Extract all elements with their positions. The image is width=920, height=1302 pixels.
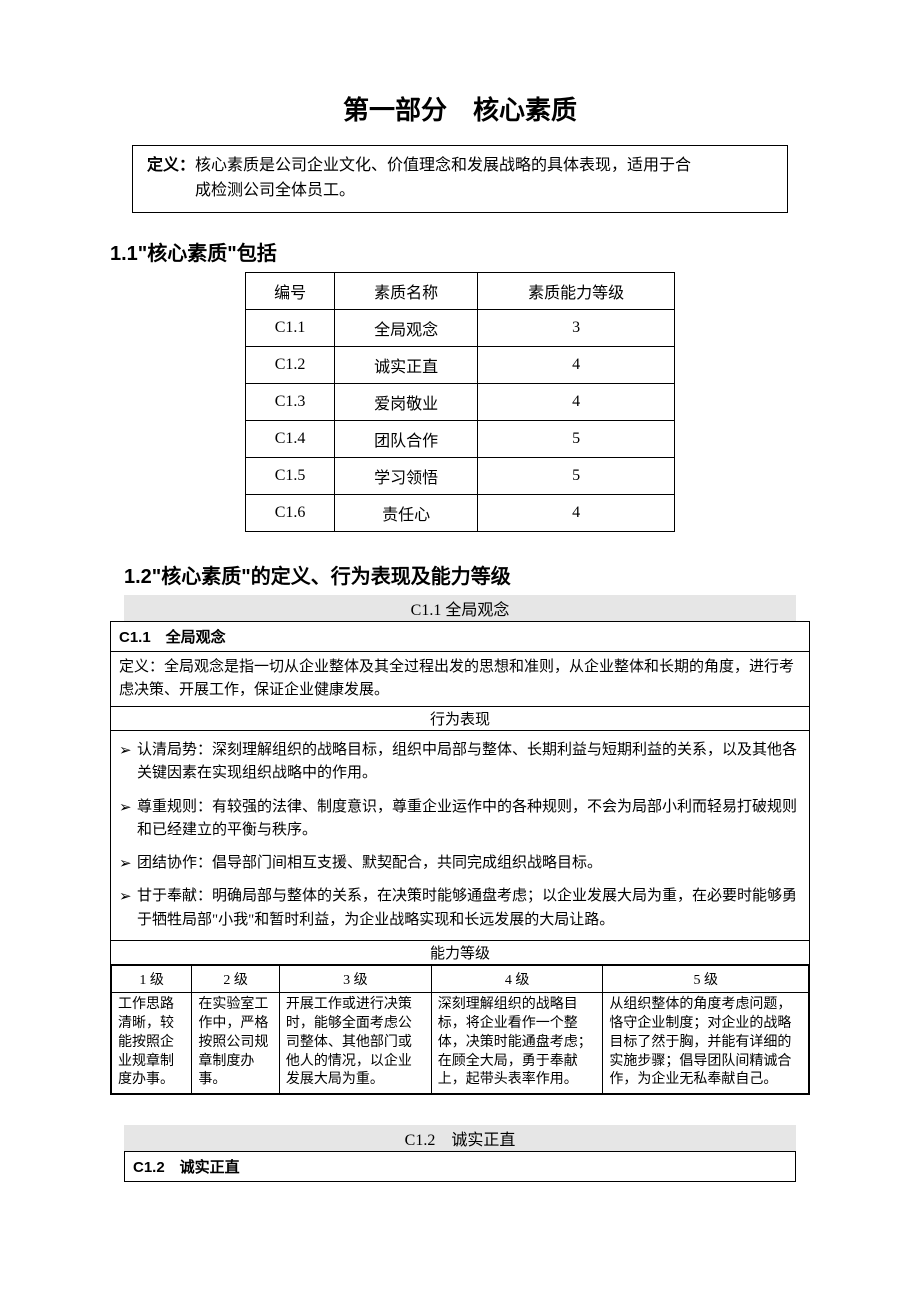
band-c12: C1.2 诚实正直 xyxy=(124,1125,796,1151)
definition-label: 定义： xyxy=(147,157,195,174)
table-row: 工作思路清晰，较能按照企业规章制度办事。 在实验室工作中，严格按照公司规章制度办… xyxy=(112,992,809,1093)
list-item: ➢认清局势：深刻理解组织的战略目标，组织中局部与整体、长期利益与短期利益的关系，… xyxy=(119,739,801,786)
table-row: C1.3爱岗敬业4 xyxy=(246,383,675,420)
bullet-icon: ➢ xyxy=(119,796,137,843)
c12-card: C1.2 诚实正直 xyxy=(124,1151,796,1182)
bullet-icon: ➢ xyxy=(119,739,137,786)
section-1-2-heading: 1.2"核心素质"的定义、行为表现及能力等级 xyxy=(124,560,810,589)
definition-line1: 核心素质是公司企业文化、价值理念和发展战略的具体表现，适用于合 xyxy=(195,157,691,174)
behavior-label: 行为表现 xyxy=(111,706,809,731)
c11-head: C1.1 全局观念 xyxy=(111,622,809,652)
band-c11: C1.1 全局观念 xyxy=(124,595,796,621)
table-row: C1.5学习领悟5 xyxy=(246,457,675,494)
list-item: ➢甘于奉献：明确局部与整体的关系，在决策时能够通盘考虑；以企业发展大局为重，在必… xyxy=(119,885,801,932)
level-label: 能力等级 xyxy=(111,940,809,965)
table-row: C1.1全局观念3 xyxy=(246,309,675,346)
col-header: 素质能力等级 xyxy=(478,272,675,309)
quality-table: 编号 素质名称 素质能力等级 C1.1全局观念3 C1.2诚实正直4 C1.3爱… xyxy=(245,272,675,532)
c11-card: C1.1 全局观念 定义：全局观念是指一切从企业整体及其全过程出发的思想和准则，… xyxy=(110,621,810,1096)
col-header: 编号 xyxy=(246,272,335,309)
bullet-icon: ➢ xyxy=(119,852,137,875)
definition-box: 定义：核心素质是公司企业文化、价值理念和发展战略的具体表现，适用于合 成检测公司… xyxy=(132,145,788,213)
c12-head: C1.2 诚实正直 xyxy=(125,1152,795,1181)
c11-definition: 定义：全局观念是指一切从企业整体及其全过程出发的思想和准则，从企业整体和长期的角… xyxy=(111,652,809,707)
table-row: 1 级 2 级 3 级 4 级 5 级 xyxy=(112,965,809,992)
col-header: 素质名称 xyxy=(335,272,478,309)
list-item: ➢尊重规则：有较强的法律、制度意识，尊重企业运作中的各种规则，不会为局部小利而轻… xyxy=(119,796,801,843)
table-row: C1.4团队合作5 xyxy=(246,420,675,457)
page-title: 第一部分 核心素质 xyxy=(110,90,810,127)
list-item: ➢团结协作：倡导部门间相互支援、默契配合，共同完成组织战略目标。 xyxy=(119,852,801,875)
table-row: C1.2诚实正直4 xyxy=(246,346,675,383)
bullet-icon: ➢ xyxy=(119,885,137,932)
table-row: 编号 素质名称 素质能力等级 xyxy=(246,272,675,309)
table-row: C1.6责任心4 xyxy=(246,494,675,531)
definition-line2: 成检测公司全体员工。 xyxy=(147,179,773,204)
level-table: 1 级 2 级 3 级 4 级 5 级 工作思路清晰，较能按照企业规章制度办事。… xyxy=(111,965,809,1094)
section-1-1-heading: 1.1"核心素质"包括 xyxy=(110,237,810,266)
behavior-list: ➢认清局势：深刻理解组织的战略目标，组织中局部与整体、长期利益与短期利益的关系，… xyxy=(111,731,809,940)
